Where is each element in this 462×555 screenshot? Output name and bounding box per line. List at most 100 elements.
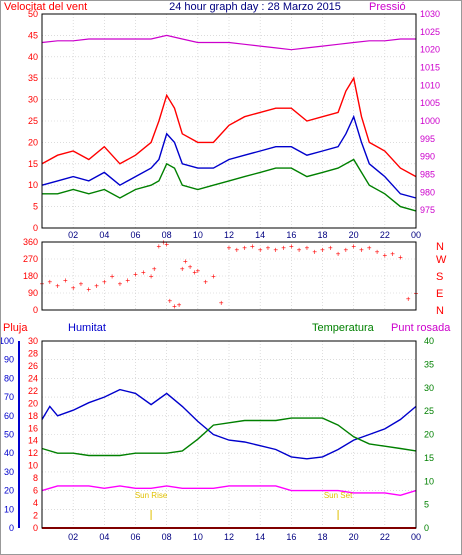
- humidity-x-tick-label: 12: [224, 532, 234, 542]
- direction-point: +: [195, 266, 200, 275]
- humidity-x-tick-label: 06: [130, 532, 140, 542]
- wind-x-tick-label: 00: [411, 230, 421, 240]
- humidity-x-tick-label: 08: [162, 532, 172, 542]
- wind-y-tick-label: 5: [33, 202, 38, 212]
- direction-panel-frame: [41, 241, 417, 311]
- direction-point: +: [157, 242, 162, 251]
- direction-point: +: [250, 242, 255, 251]
- temperature-y-tick-label: 30: [424, 383, 434, 393]
- direction-point: +: [312, 247, 317, 256]
- direction-point: +: [398, 253, 403, 262]
- wind-y-tick-label: 25: [28, 116, 38, 126]
- temperature-y-tick-label: 0: [424, 523, 429, 533]
- wind-panel-frame: [41, 13, 417, 229]
- rain-y-tick-label: 26: [28, 361, 38, 371]
- direction-point: +: [305, 244, 310, 253]
- sun-annotation-label: Sun Rise: [135, 491, 168, 500]
- rain-y-tick-label: 4: [33, 498, 38, 508]
- pressure-y-tick-label: 995: [420, 134, 435, 144]
- temperature-y-tick-label: 10: [424, 476, 434, 486]
- humidity-x-tick-label: 20: [349, 532, 359, 542]
- direction-point: +: [359, 246, 364, 255]
- wind-x-tick-label: 02: [68, 230, 78, 240]
- compass-label: S: [436, 271, 443, 283]
- sun-annotation-label: Sun Set: [324, 491, 353, 500]
- dewpoint-label: Punt rosada: [391, 322, 451, 334]
- direction-point: +: [203, 278, 208, 287]
- direction-point: +: [149, 272, 154, 281]
- rain-y-tick-label: 8: [33, 473, 38, 483]
- pressure-y-tick-label: 1005: [420, 98, 440, 108]
- direction-point: +: [227, 244, 232, 253]
- humidity-x-tick-label: 04: [99, 532, 109, 542]
- wind-speed-label: Velocitat del vent: [4, 1, 87, 13]
- direction-point: +: [164, 240, 169, 249]
- pressure-y-tick-label: 980: [420, 187, 435, 197]
- wind-y-tick-label: 10: [28, 180, 38, 190]
- humidity-y-tick-label: 0: [9, 523, 14, 533]
- rain-y-tick-label: 16: [28, 423, 38, 433]
- direction-point: +: [141, 268, 146, 277]
- direction-point: +: [118, 280, 123, 289]
- direction-point: +: [177, 300, 182, 309]
- compass-label: W: [436, 254, 447, 266]
- humidity-panel-frame: [41, 340, 417, 529]
- wind-series-line-1: [41, 114, 417, 199]
- rain-y-tick-label: 10: [28, 461, 38, 471]
- direction-point: +: [55, 281, 60, 290]
- direction-point: +: [125, 276, 130, 285]
- wind-x-tick-label: 12: [224, 230, 234, 240]
- wind-x-tick-label: 10: [193, 230, 203, 240]
- wind-x-tick-label: 18: [317, 230, 327, 240]
- wind-y-tick-label: 20: [28, 137, 38, 147]
- direction-point: +: [406, 295, 411, 304]
- wind-x-tick-label: 06: [130, 230, 140, 240]
- compass-label: E: [436, 288, 443, 300]
- direction-point: +: [390, 249, 395, 258]
- series-line-punt-rosada: [41, 485, 417, 497]
- direction-point: +: [133, 270, 138, 279]
- direction-point: +: [152, 264, 157, 273]
- direction-point: +: [382, 251, 387, 260]
- series-line-humitat: [41, 388, 417, 460]
- temperature-y-tick-label: 35: [424, 359, 434, 369]
- direction-point: +: [375, 247, 380, 256]
- direction-y-tick-label: 270: [23, 254, 38, 264]
- direction-point: +: [258, 246, 263, 255]
- wind-y-tick-label: 40: [28, 52, 38, 62]
- wind-y-tick-label: 15: [28, 159, 38, 169]
- direction-point: +: [336, 249, 341, 258]
- humidity-y-tick-label: 10: [4, 504, 14, 514]
- wind-y-tick-label: 30: [28, 95, 38, 105]
- direction-y-tick-label: 90: [28, 288, 38, 298]
- direction-point: +: [94, 281, 99, 290]
- direction-point: +: [47, 278, 52, 287]
- rain-y-tick-label: 22: [28, 386, 38, 396]
- temperature-y-tick-label: 25: [424, 406, 434, 416]
- rain-y-tick-label: 24: [28, 373, 38, 383]
- humidity-y-tick-label: 40: [4, 448, 14, 458]
- direction-y-tick-label: 180: [23, 271, 38, 281]
- humidity-x-tick-label: 16: [286, 532, 296, 542]
- rain-y-tick-label: 2: [33, 511, 38, 521]
- pressure-y-tick-label: 1030: [420, 9, 440, 19]
- humidity-x-tick-label: 18: [317, 532, 327, 542]
- direction-point: +: [167, 297, 172, 306]
- direction-point: +: [188, 263, 193, 272]
- rain-y-tick-label: 0: [33, 523, 38, 533]
- humidity-x-tick-label: 14: [255, 532, 265, 542]
- direction-point: +: [71, 283, 76, 292]
- humidity-x-tick-label: 02: [68, 532, 78, 542]
- rain-y-tick-label: 12: [28, 448, 38, 458]
- direction-point: +: [172, 302, 177, 311]
- wind-y-tick-label: 45: [28, 30, 38, 40]
- humidity-y-tick-label: 20: [4, 486, 14, 496]
- humidity-y-tick-label: 30: [4, 467, 14, 477]
- humidity-x-tick-label: 00: [411, 532, 421, 542]
- wind-x-tick-label: 08: [162, 230, 172, 240]
- direction-point: +: [63, 276, 68, 285]
- direction-point: +: [273, 246, 278, 255]
- direction-point: +: [110, 272, 115, 281]
- direction-point: +: [297, 246, 302, 255]
